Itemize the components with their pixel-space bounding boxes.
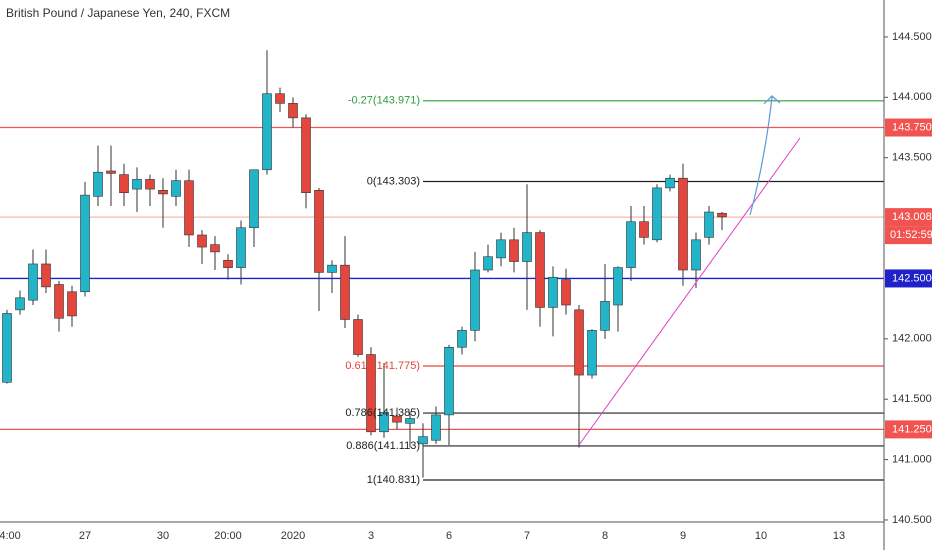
- x-tick-label: 9: [680, 530, 686, 542]
- y-tick-label: 144.500: [892, 31, 932, 43]
- candle-body: [574, 309, 584, 376]
- candle-body: [67, 291, 77, 317]
- candle-body: [717, 212, 727, 218]
- candle-body: [392, 415, 402, 423]
- y-tick-label: 142.000: [892, 333, 932, 345]
- candle-body: [418, 436, 428, 445]
- price-badge-label: 143.750: [892, 121, 932, 133]
- candle-body: [54, 284, 64, 319]
- price-badge-label: 143.008: [892, 211, 932, 223]
- candle-body: [327, 264, 337, 273]
- candle-body: [314, 190, 324, 273]
- price-badge: [885, 269, 932, 288]
- price-badge: [885, 208, 932, 227]
- candle-body: [223, 260, 233, 268]
- candle-body: [639, 221, 649, 238]
- price-badge-label: 141.250: [892, 423, 932, 435]
- candle-body: [353, 319, 363, 355]
- x-tick-label: 7: [524, 530, 530, 542]
- candle-body: [665, 177, 675, 189]
- candle-body: [444, 346, 454, 416]
- candle-body: [509, 239, 519, 262]
- y-tick-label: 144.000: [892, 91, 932, 103]
- fib-label: 0.786(141.385): [345, 407, 420, 419]
- fib-label: 0.618(141.775): [345, 360, 420, 372]
- fib-label: 0.886(141.113): [346, 440, 420, 452]
- candle-body: [41, 263, 51, 288]
- candle-body: [548, 276, 558, 308]
- candle-body: [158, 190, 168, 195]
- candle-body: [262, 93, 272, 171]
- x-tick-label: 27: [79, 530, 91, 542]
- candle-body: [301, 117, 311, 194]
- x-tick-label: 30: [157, 530, 169, 542]
- candle-body: [210, 244, 220, 253]
- candle-body: [626, 221, 636, 268]
- x-tick-label: 6: [446, 530, 452, 542]
- x-tick-label: 20:00: [214, 530, 242, 542]
- candle-body: [171, 180, 181, 197]
- candle-body: [457, 330, 467, 348]
- candle-body: [2, 313, 12, 383]
- candle-body: [145, 179, 155, 190]
- x-tick-label: 2020: [281, 530, 305, 542]
- candle-body: [236, 227, 246, 268]
- candle-body: [613, 267, 623, 306]
- candle-body: [431, 414, 441, 441]
- candle-body: [288, 103, 298, 119]
- candle-body: [132, 179, 142, 190]
- x-tick-label: 3: [368, 530, 374, 542]
- countdown: 01:52:59: [890, 229, 932, 241]
- candle-body: [379, 412, 389, 433]
- candle-body: [275, 93, 285, 104]
- candle-body: [184, 180, 194, 236]
- candle-body: [600, 301, 610, 331]
- countdown-badge: [885, 226, 932, 245]
- candle-body: [197, 234, 207, 248]
- candle-body: [561, 279, 571, 306]
- fib-label: 1(140.831): [367, 474, 420, 486]
- candle-body: [483, 256, 493, 271]
- candle-body: [691, 239, 701, 271]
- trend-line: [578, 137, 801, 446]
- projection-arrow: [749, 96, 773, 216]
- candle-body: [496, 239, 506, 259]
- x-tick-label: 10: [755, 530, 767, 542]
- candle-body: [106, 170, 116, 174]
- candle-body: [93, 171, 103, 197]
- candle-body: [80, 194, 90, 293]
- candle-body: [119, 174, 129, 194]
- price-badge: [885, 118, 932, 137]
- x-tick-label: 13: [833, 530, 845, 542]
- candle-body: [535, 232, 545, 308]
- candle-body: [678, 177, 688, 271]
- candle-body: [470, 269, 480, 331]
- candle-body: [28, 263, 38, 301]
- arrow-head: [763, 95, 781, 105]
- x-tick-label: 8: [602, 530, 608, 542]
- candle-body: [704, 211, 714, 238]
- y-tick-label: 143.500: [892, 152, 932, 164]
- candle-body: [405, 418, 415, 424]
- candle-body: [249, 169, 259, 229]
- candle-body: [587, 330, 597, 376]
- candle-body: [15, 297, 25, 311]
- fib-label: 0(143.303): [367, 175, 420, 187]
- chart-title: British Pound / Japanese Yen, 240, FXCM: [6, 6, 230, 20]
- y-tick-label: 141.000: [892, 453, 932, 465]
- price-badge-label: 142.500: [892, 272, 932, 284]
- candle-body: [522, 232, 532, 262]
- candle-body: [366, 354, 376, 433]
- x-tick-label: 04:00: [0, 530, 21, 542]
- fib-label: -0.27(143.971): [348, 95, 420, 107]
- y-tick-label: 141.500: [892, 393, 932, 405]
- candle-body: [340, 264, 350, 320]
- candle-body: [652, 187, 662, 241]
- price-badge: [885, 420, 932, 439]
- y-tick-label: 140.500: [892, 514, 932, 526]
